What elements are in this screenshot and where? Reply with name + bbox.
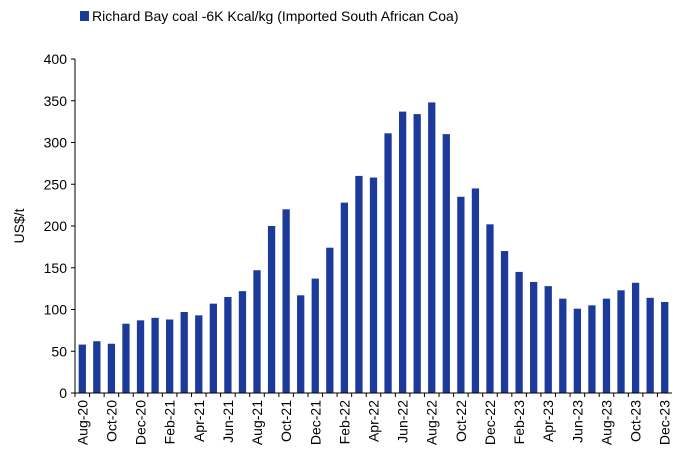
y-tick-label: 400	[44, 51, 68, 67]
x-tick-label: Oct-21	[278, 400, 294, 442]
bar	[180, 312, 188, 393]
bar	[340, 202, 349, 393]
x-tick-label: Dec-21	[307, 400, 323, 445]
y-tick-label: 50	[51, 343, 67, 359]
bar	[588, 305, 596, 393]
bar	[151, 317, 159, 393]
bar	[559, 298, 567, 393]
x-tick-label: Dec-22	[482, 400, 498, 445]
bar	[282, 209, 290, 393]
bar	[413, 114, 421, 394]
bar	[457, 196, 465, 393]
bar	[136, 320, 145, 393]
x-tick-label: Apr-23	[540, 400, 556, 442]
bar	[267, 226, 276, 393]
bar	[311, 278, 319, 393]
bar	[384, 133, 392, 393]
bar	[573, 308, 581, 393]
legend-swatch	[80, 11, 89, 21]
x-tick-label: Oct-23	[628, 400, 644, 442]
bar	[646, 297, 654, 393]
bar	[442, 134, 450, 393]
bar	[631, 282, 640, 393]
x-tick-label: Aug-21	[249, 400, 265, 445]
bar	[398, 111, 407, 393]
bar	[297, 295, 305, 393]
bar	[355, 175, 363, 393]
x-tick-label: Feb-21	[162, 400, 178, 445]
bar	[544, 286, 552, 393]
y-tick-label: 150	[44, 260, 68, 276]
x-tick-label: Feb-22	[336, 400, 352, 445]
bar	[209, 303, 217, 393]
x-tick-label: Jun-21	[220, 400, 236, 443]
bar	[661, 301, 669, 393]
bar	[93, 341, 101, 393]
y-tick-label: 300	[44, 135, 68, 151]
x-tick-label: Oct-20	[103, 400, 119, 442]
bar	[602, 298, 611, 393]
bar	[471, 188, 480, 393]
bar	[486, 224, 494, 393]
bar	[326, 247, 334, 393]
x-tick-label: Oct-22	[453, 400, 469, 442]
legend-label: Richard Bay coal -6K Kcal/kg (Imported S…	[92, 8, 459, 24]
y-tick-label: 200	[44, 218, 68, 234]
x-tick-label: Dec-20	[133, 400, 149, 445]
bar	[224, 296, 232, 393]
x-tick-label: Apr-22	[366, 400, 382, 442]
bar	[369, 177, 378, 393]
bar	[500, 251, 509, 393]
x-tick-label: Aug-22	[424, 400, 440, 445]
x-tick-label: Aug-23	[598, 400, 614, 445]
y-tick-label: 100	[44, 302, 68, 318]
bar	[166, 319, 174, 393]
x-tick-label: Jun-22	[395, 400, 411, 443]
y-tick-label: 250	[44, 176, 68, 192]
bar	[530, 281, 538, 393]
y-tick-label: 350	[44, 93, 68, 109]
bar	[428, 102, 436, 394]
bar	[253, 270, 261, 393]
bar	[107, 343, 116, 393]
y-tick-label: 0	[59, 385, 67, 401]
bar	[122, 323, 130, 393]
x-tick-label: Jun-23	[569, 400, 585, 443]
bar	[238, 291, 247, 393]
x-tick-label: Dec-23	[657, 400, 673, 445]
bar	[195, 315, 203, 393]
bar	[617, 290, 625, 393]
x-tick-label: Aug-20	[74, 400, 90, 445]
y-axis-label: US$/t	[11, 208, 27, 243]
x-tick-label: Apr-21	[191, 400, 207, 442]
bar	[78, 344, 86, 393]
bar	[515, 271, 523, 393]
x-tick-label: Feb-23	[511, 400, 527, 445]
